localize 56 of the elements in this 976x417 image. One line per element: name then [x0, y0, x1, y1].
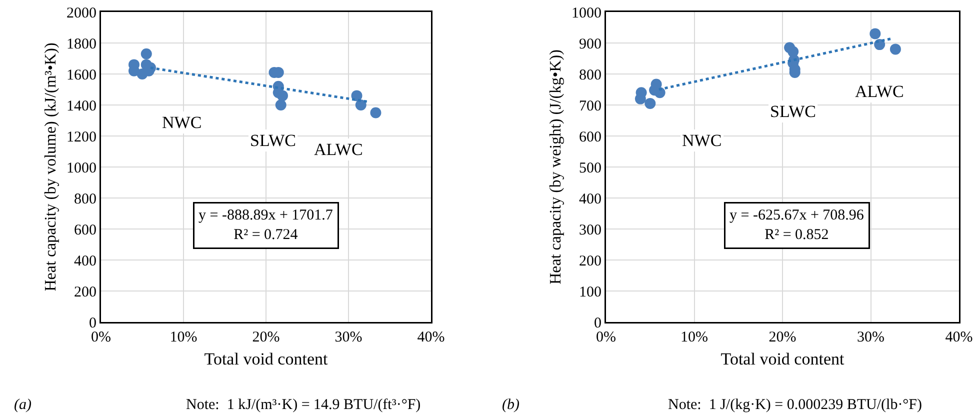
annotation: NWC	[162, 113, 202, 132]
x-tick-label: 0%	[596, 330, 616, 346]
point	[370, 107, 382, 118]
y-tick-label: 900	[579, 36, 602, 52]
x-tick-label: 0%	[91, 330, 111, 346]
x-tick-label: 40%	[945, 330, 973, 346]
point	[275, 100, 286, 110]
x-tick-label: 30%	[857, 330, 884, 346]
x-tick-label: 20%	[252, 330, 280, 346]
annotation: ALWC	[314, 140, 363, 159]
y-tick-label: 800	[74, 191, 96, 208]
y-tick-label: 500	[579, 160, 602, 176]
point	[277, 90, 288, 102]
x-axis-title: Total void content	[720, 350, 844, 369]
x-tick-label: 30%	[334, 330, 362, 346]
y-tick-label: 1200	[66, 129, 96, 146]
y-tick-label: 800	[579, 67, 602, 84]
point	[890, 44, 901, 55]
y-tick-label: 600	[579, 129, 602, 146]
y-tick-label: 1000	[572, 5, 602, 22]
y-tick-label: 400	[74, 253, 96, 270]
text: Note: 1 J/(kg·K) = 0.000239 BTU/(lb·°F)	[668, 397, 922, 413]
y-tick-label: 200	[74, 284, 96, 300]
x-tick-label: 40%	[417, 330, 445, 346]
text: (b)	[502, 397, 520, 413]
y-tick-label: 100	[579, 284, 602, 300]
x-tick-label: 10%	[680, 330, 708, 346]
y-tick-label: 0	[89, 315, 96, 332]
x-tick-label: 20%	[768, 330, 796, 346]
y-tick-label: 1600	[66, 67, 96, 84]
y-tick-label: 1000	[66, 160, 96, 176]
y-tick-label: 0	[594, 315, 602, 332]
point	[644, 98, 656, 109]
y-tick-label: 1400	[66, 98, 96, 114]
y-axis-title: Heat capacity (by weight) (J/(kg•K))	[548, 50, 565, 284]
y-tick-label: 700	[579, 98, 602, 114]
annotation: SLWC	[250, 131, 296, 150]
annotation: y = -625.67x + 708.96 R² = 0.852	[730, 208, 864, 243]
y-tick-label: 600	[74, 222, 96, 238]
y-tick-label: 2000	[66, 5, 96, 22]
y-tick-label: 400	[579, 191, 602, 208]
annotation: ALWC	[855, 82, 904, 101]
point	[355, 100, 366, 110]
x-tick-label: 10%	[170, 330, 198, 346]
annotation: NWC	[682, 131, 722, 150]
x-axis-title: Total void content	[204, 350, 328, 369]
annotation: y = -888.89x + 1701.7 R² = 0.724	[198, 208, 334, 243]
point	[870, 28, 881, 40]
annotation: SLWC	[770, 102, 816, 121]
text: (a)	[14, 397, 32, 413]
y-tick-label: 300	[579, 222, 602, 238]
point	[140, 48, 152, 60]
y-axis-title: Heat capacity (by volume) (kJ/(m³•K))	[42, 42, 60, 292]
text: Note: 1 kJ/(m³·K) = 14.9 BTU/(ft³·°F)	[186, 397, 421, 413]
y-tick-label: 200	[579, 253, 602, 270]
y-tick-label: 1800	[66, 36, 96, 52]
